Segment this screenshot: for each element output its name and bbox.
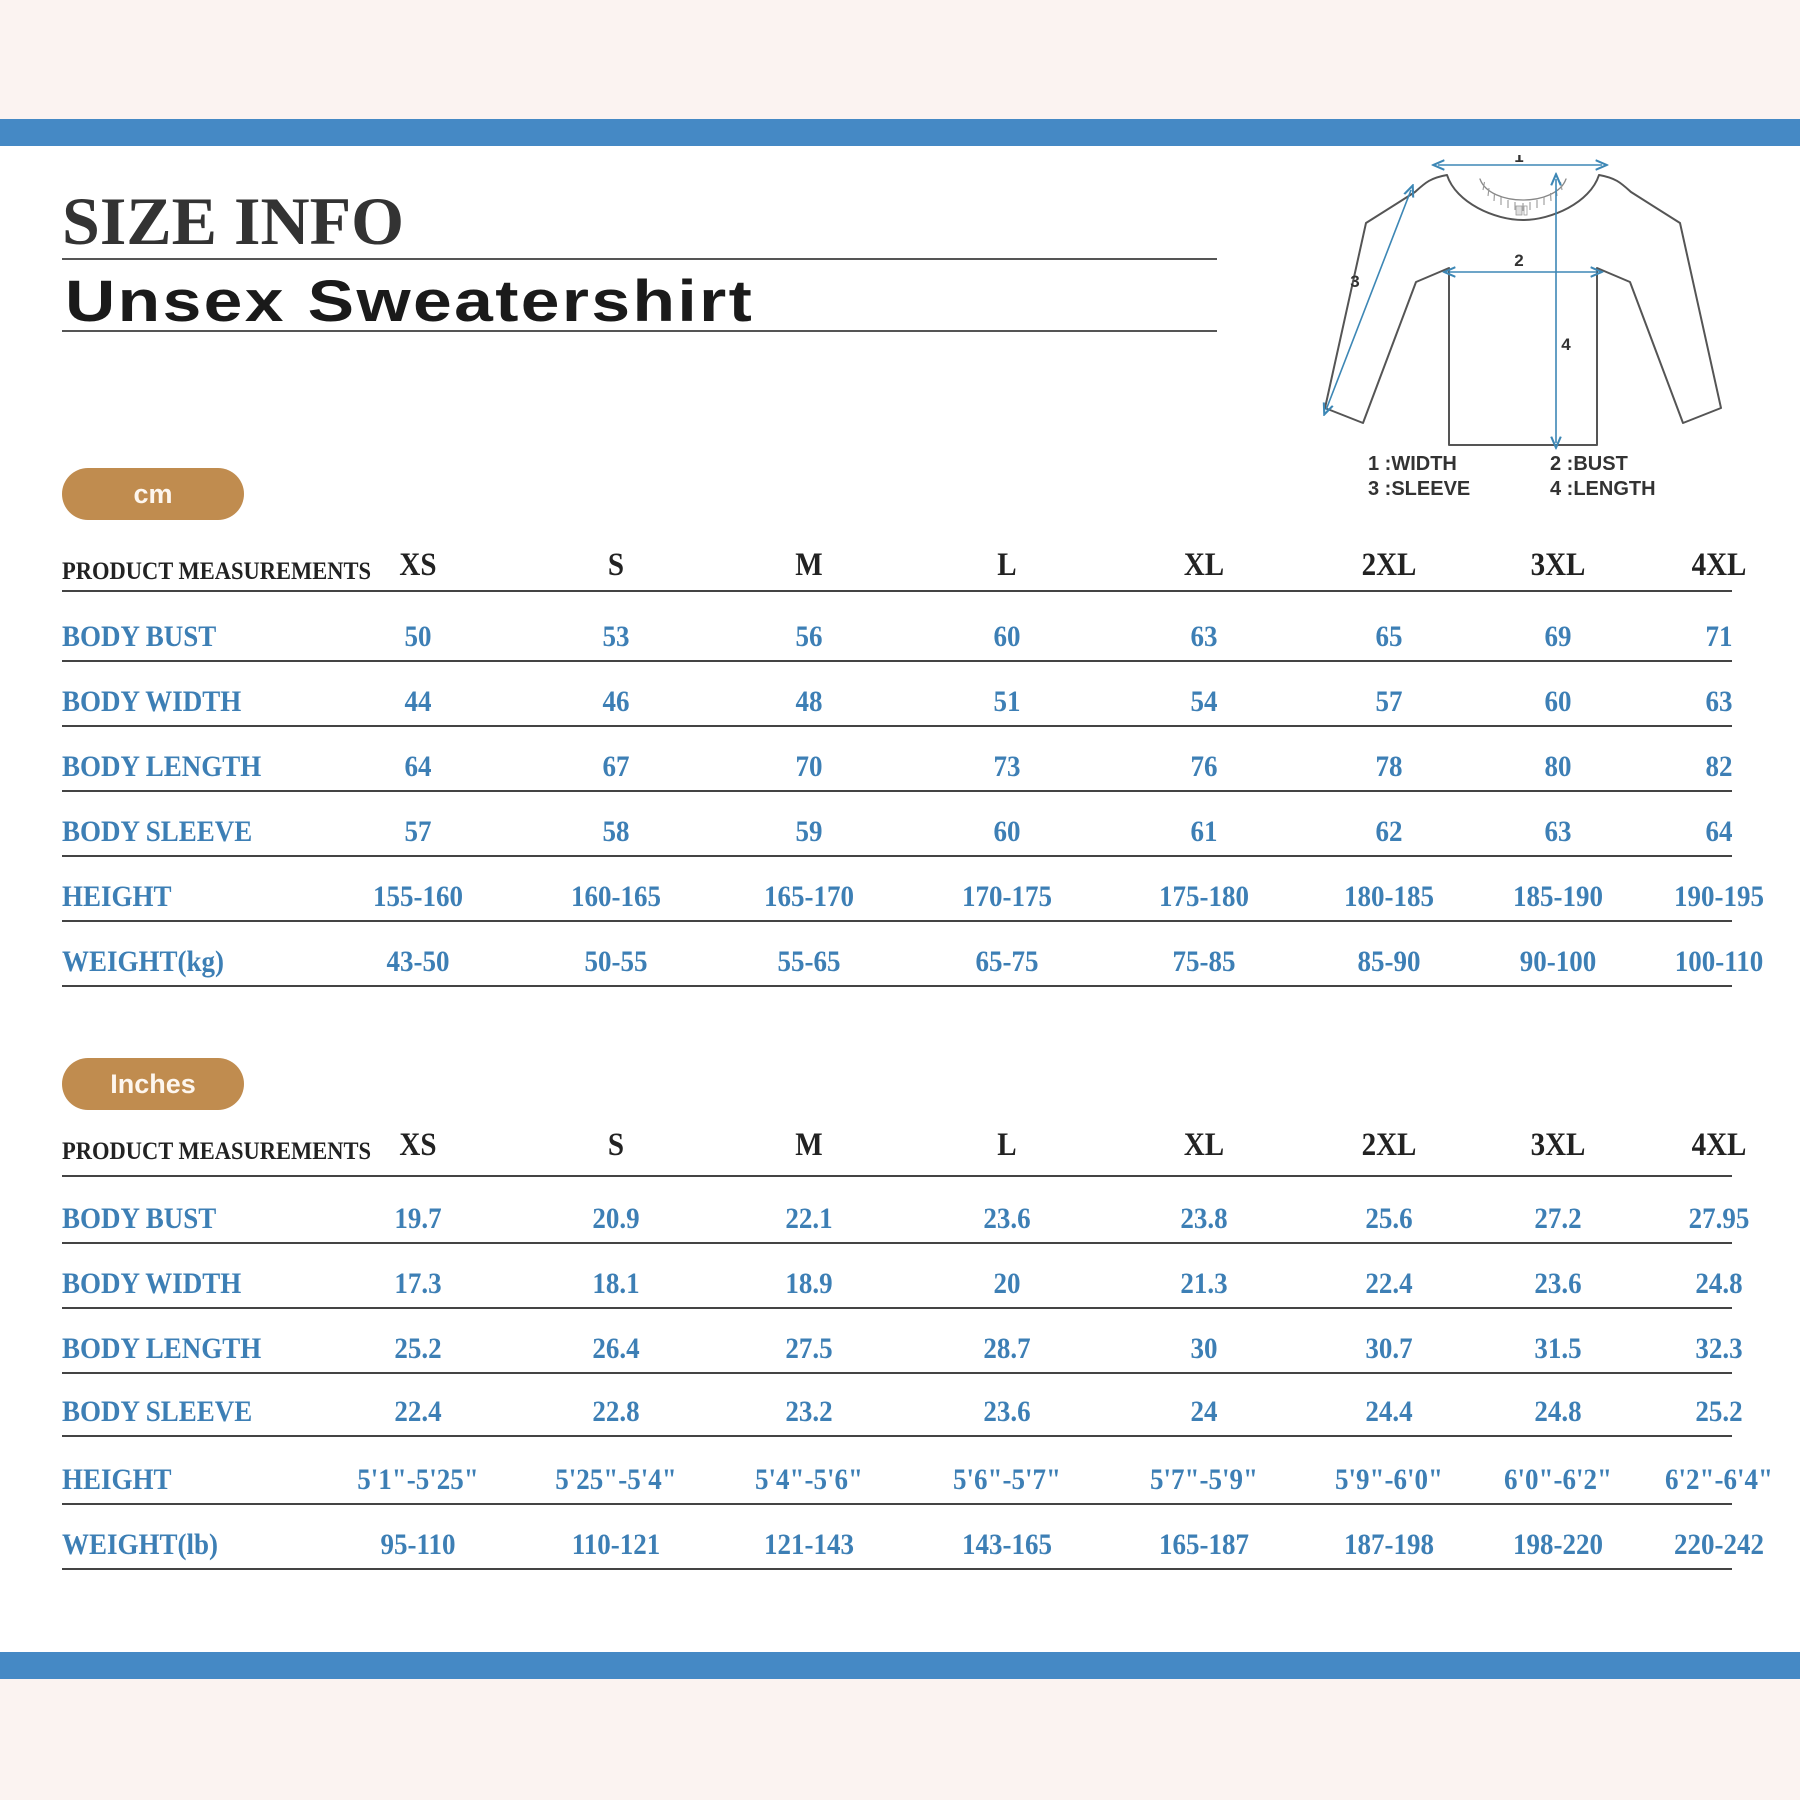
svg-text:2: 2 (1514, 251, 1523, 270)
svg-text:1: 1 (1514, 155, 1523, 166)
svg-text:4: 4 (1561, 335, 1571, 354)
svg-text:2 :BUST: 2 :BUST (1550, 453, 1628, 475)
svg-text:1 :WIDTH: 1 :WIDTH (1368, 453, 1457, 475)
svg-text:3: 3 (1350, 272, 1359, 291)
svg-text:3 :SLEEVE: 3 :SLEEVE (1368, 478, 1470, 500)
svg-text:4 :LENGTH: 4 :LENGTH (1550, 478, 1656, 500)
